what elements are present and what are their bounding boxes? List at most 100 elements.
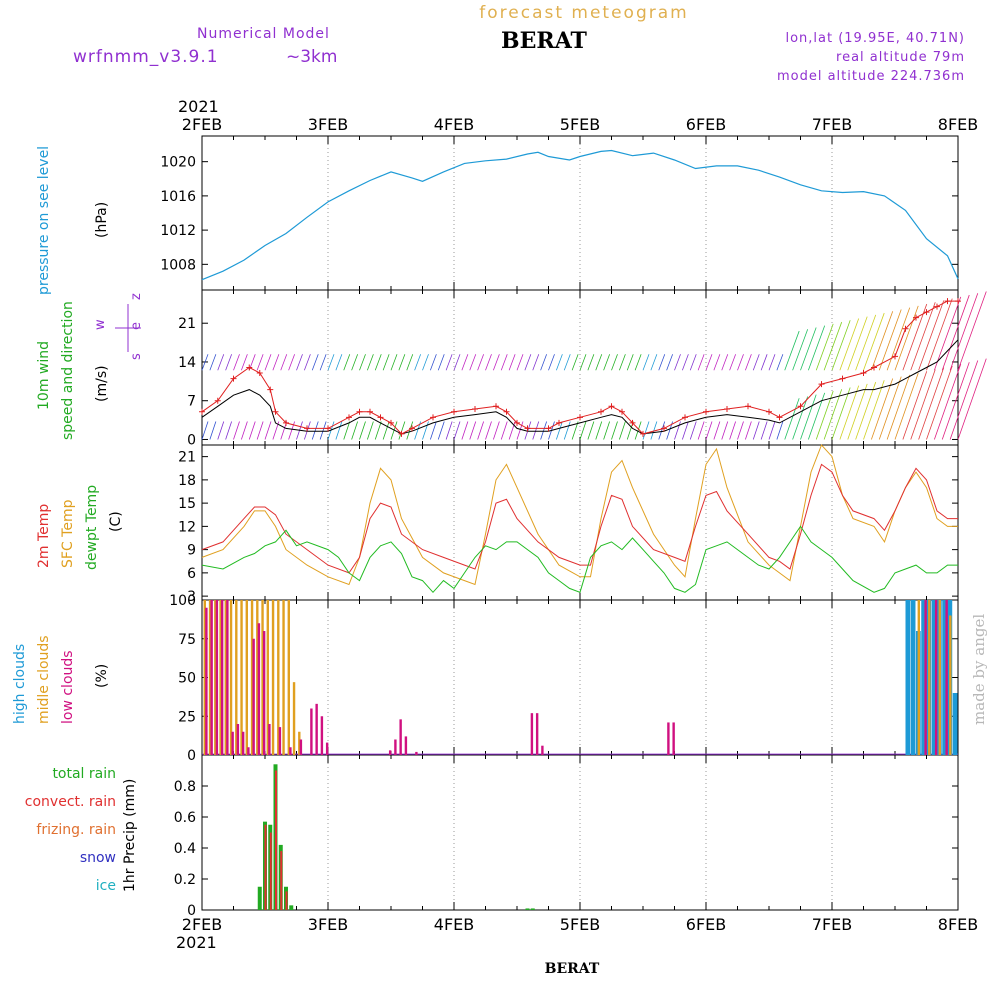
temp-unit: (C) (108, 511, 124, 532)
cloud-bar (667, 722, 670, 755)
cloud-bar (224, 600, 227, 755)
wind-gust-marker (199, 408, 205, 415)
cloud-bar (298, 731, 301, 755)
wind-gust-marker (892, 353, 898, 360)
wind-gust-marker (514, 419, 520, 426)
ytick-label-pressure: 1008 (160, 257, 196, 273)
wind-gust-marker (377, 414, 384, 421)
wind-arrow (500, 421, 508, 440)
ytick-label-precipitation: 0.6 (174, 810, 196, 826)
wind-arrow (579, 354, 587, 371)
wind-arrow (311, 421, 319, 440)
wind-arrow (225, 354, 232, 371)
wind-arrow (524, 354, 532, 371)
wind-arrow (406, 421, 414, 440)
wind-arrow (721, 354, 729, 371)
wind-arrow (823, 389, 843, 440)
ytick-label-temperature: 3 (187, 589, 196, 605)
wind-arrow (933, 296, 962, 371)
wind-arrow (729, 421, 737, 440)
wind-arrow (430, 354, 437, 371)
cloud-bar (315, 703, 318, 755)
wind-arrow (540, 421, 548, 440)
cloud-bar (226, 600, 229, 755)
wind-arrow (839, 318, 860, 371)
wind-arrow (256, 421, 264, 440)
wind-arrow (587, 354, 595, 371)
year-bottom: 2021 (176, 933, 217, 952)
wind-arrow (634, 421, 642, 440)
wind-arrow (422, 421, 429, 440)
wind-arrow (626, 354, 634, 371)
cloud-bar (530, 713, 534, 755)
station-title: BERAT (501, 28, 588, 54)
wind-arrow (768, 354, 776, 371)
wind-arrow (957, 291, 987, 371)
xtick-label-bottom: 5FEB (560, 915, 600, 934)
wind-arrow (760, 421, 768, 440)
wind-gust-marker (682, 414, 688, 421)
cloud-bar (320, 716, 324, 755)
wind-arrow (603, 354, 610, 371)
cloud-bar (289, 747, 292, 755)
wind-arrow (571, 421, 579, 440)
wind-arrow (201, 421, 209, 440)
precip-labels: total rain convect. rain frizing. rain s… (25, 766, 138, 894)
wind-arrow (241, 354, 248, 371)
wind-gust-marker (629, 419, 636, 426)
wind-arrow (642, 354, 650, 371)
cloud-bar (219, 600, 222, 755)
real-altitude: real altitude 79m (836, 50, 965, 65)
temp-2m-line (201, 463, 958, 574)
precip-label-ice: ice (96, 878, 116, 894)
ytick-label-wind: 7 (187, 394, 196, 410)
wind-arrow (807, 325, 826, 371)
wind-arrow (366, 421, 374, 440)
ytick-label-temperature: 6 (187, 566, 196, 582)
wind-gust-marker (745, 403, 751, 410)
wind-arrow (792, 396, 809, 440)
cloud-bar (235, 600, 238, 755)
pressure-labels: pressure on see level (hPa) (36, 146, 110, 295)
wind-arrow (886, 374, 911, 440)
wind-arrow (453, 354, 461, 371)
cloud-bar (241, 731, 245, 755)
precip-bar (525, 908, 530, 910)
xtick-label-top: 4FEB (434, 115, 474, 134)
wind-gust-marker (230, 375, 237, 382)
cloud-bar (261, 600, 264, 755)
wind-gust-marker (283, 419, 289, 426)
wind-arrow (760, 354, 768, 371)
wind-arrow (453, 421, 461, 440)
cloud-bar (928, 600, 931, 755)
wind-arrow (595, 421, 603, 440)
cloud-bar (245, 600, 248, 755)
wind-gust-marker (944, 298, 951, 305)
cloud-bar (325, 742, 329, 755)
wind-arrow (807, 392, 826, 440)
wind-arrow (729, 354, 736, 371)
wind-gust-marker (661, 425, 667, 432)
cloud-bar (924, 600, 927, 755)
precip-label-total: total rain (52, 766, 116, 782)
wind-unit: (m/s) (94, 365, 110, 402)
cloud-bar (231, 731, 234, 755)
precip-bar (275, 770, 277, 910)
ytick-label-temperature: 21 (178, 450, 196, 466)
cloud-labels: high clouds midle clouds low clouds (%) (12, 635, 110, 724)
wind-gust-marker (619, 408, 625, 415)
ytick-label-precipitation: 0.8 (174, 779, 196, 795)
wind-gust-marker (766, 408, 772, 415)
xtick-label-bottom: 7FEB (812, 915, 852, 934)
wind-arrow (556, 354, 563, 371)
precip-bar (280, 851, 283, 910)
cloud-bar (220, 600, 224, 755)
wind-arrow (343, 421, 351, 440)
wind-arrow (689, 421, 697, 440)
wind-arrow (752, 354, 760, 371)
cloud-label-low: low clouds (60, 650, 76, 724)
wind-arrow (319, 354, 327, 371)
wind-arrow (681, 421, 689, 440)
ytick-label-clouds: 50 (178, 671, 196, 687)
